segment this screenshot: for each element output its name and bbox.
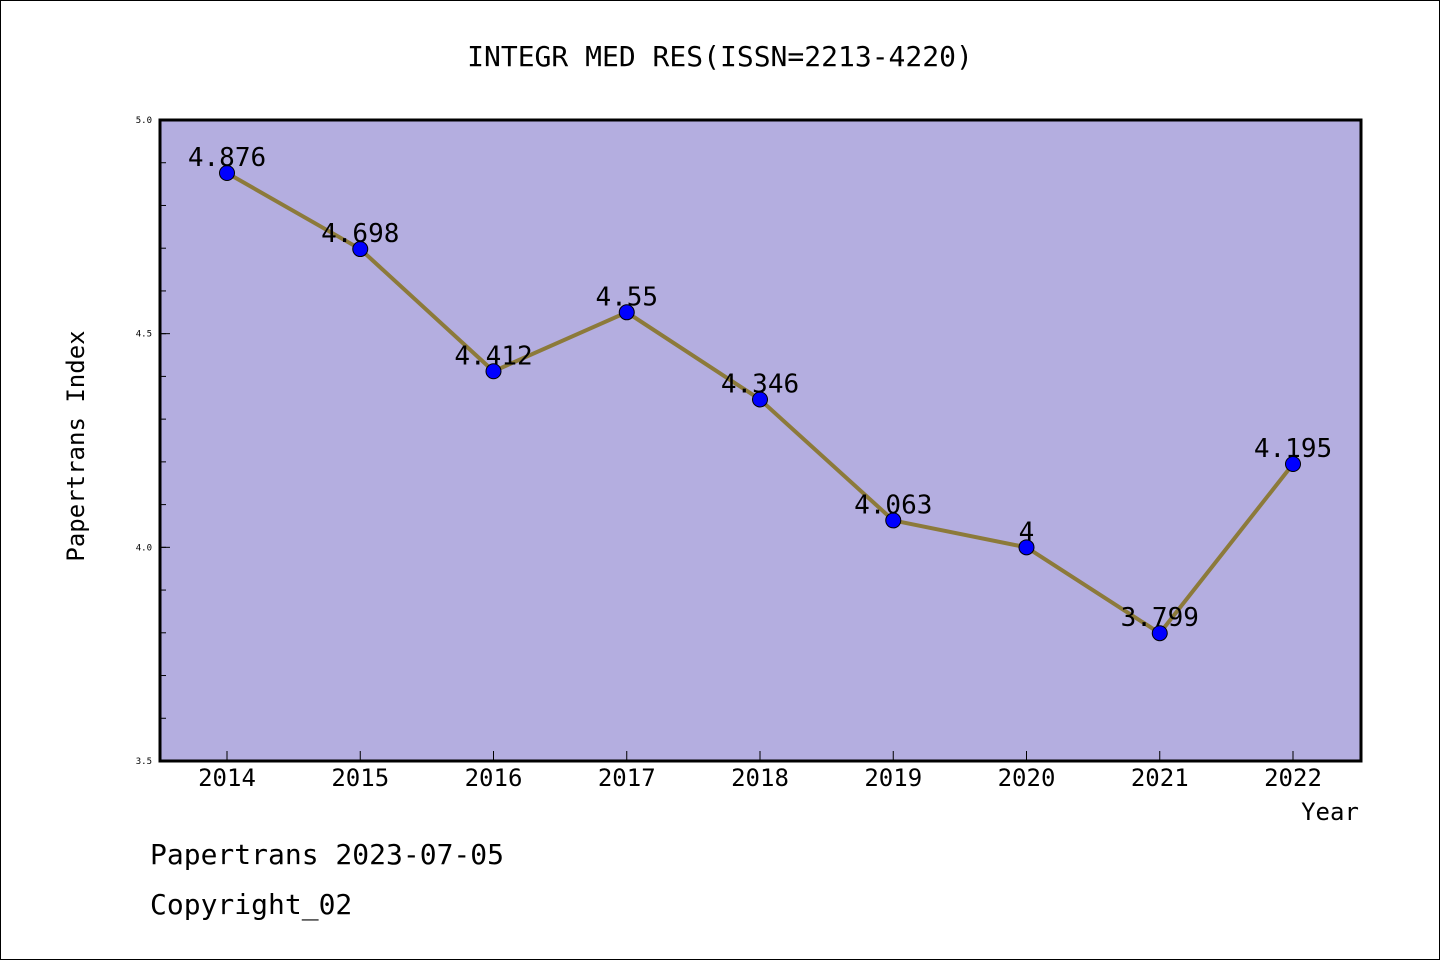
data-label: 4.346 xyxy=(721,369,799,399)
x-tick-label: 2015 xyxy=(331,764,389,792)
data-label: 3.799 xyxy=(1121,603,1199,633)
data-label: 4.698 xyxy=(321,219,399,249)
data-point[interactable] xyxy=(618,304,635,321)
data-point[interactable] xyxy=(219,164,235,181)
chart-title: INTEGR MED RES(ISSN=2213-4220) xyxy=(467,40,973,73)
data-label: 4 xyxy=(1019,517,1035,547)
x-axis-label: Year xyxy=(1301,798,1359,826)
y-tick-label: 4.0 xyxy=(136,543,152,553)
x-tick-label: 2017 xyxy=(598,764,656,792)
data-point[interactable] xyxy=(352,241,369,258)
x-tick-label: 2019 xyxy=(864,764,922,792)
x-tick-label: 2016 xyxy=(465,764,523,792)
y-tick-label: 4.5 xyxy=(136,330,152,340)
x-tick-label: 2021 xyxy=(1131,764,1189,792)
data-label: 4.876 xyxy=(188,143,266,173)
x-tick-label: 2022 xyxy=(1264,764,1322,792)
x-axis: 2014 2015 2016 2017 2018 2019 2020 2021 2022 xyxy=(198,751,1322,792)
data-label: 4.55 xyxy=(595,282,658,312)
footer-date: Papertrans 2023-07-05 xyxy=(150,838,504,871)
y-axis-label: Papertrans Index xyxy=(62,330,90,561)
data-point[interactable] xyxy=(1018,539,1035,556)
data-point[interactable] xyxy=(752,391,768,408)
y-tick-label: 5.0 xyxy=(136,116,152,126)
data-point[interactable] xyxy=(1151,625,1168,642)
plot-area xyxy=(158,118,1363,763)
data-label: 4.195 xyxy=(1254,434,1332,464)
footer-copyright: Copyright_02 xyxy=(150,888,352,922)
data-point[interactable] xyxy=(485,363,502,380)
data-point[interactable] xyxy=(885,512,902,529)
data-label: 4.412 xyxy=(454,341,532,371)
data-label: 4.063 xyxy=(854,490,932,520)
x-tick-label: 2014 xyxy=(198,764,256,792)
x-tick-label: 2020 xyxy=(998,764,1056,792)
y-tick-label: 3.5 xyxy=(136,757,152,767)
series-group: 4.876 4.698 4.412 4.55 4.346 4.063 4 3.799 4.195 xyxy=(188,143,1332,642)
y-axis: 3.5 4.0 4.5 5.0 xyxy=(136,116,170,767)
data-point[interactable] xyxy=(1285,456,1301,473)
x-tick-label: 2018 xyxy=(731,764,789,792)
